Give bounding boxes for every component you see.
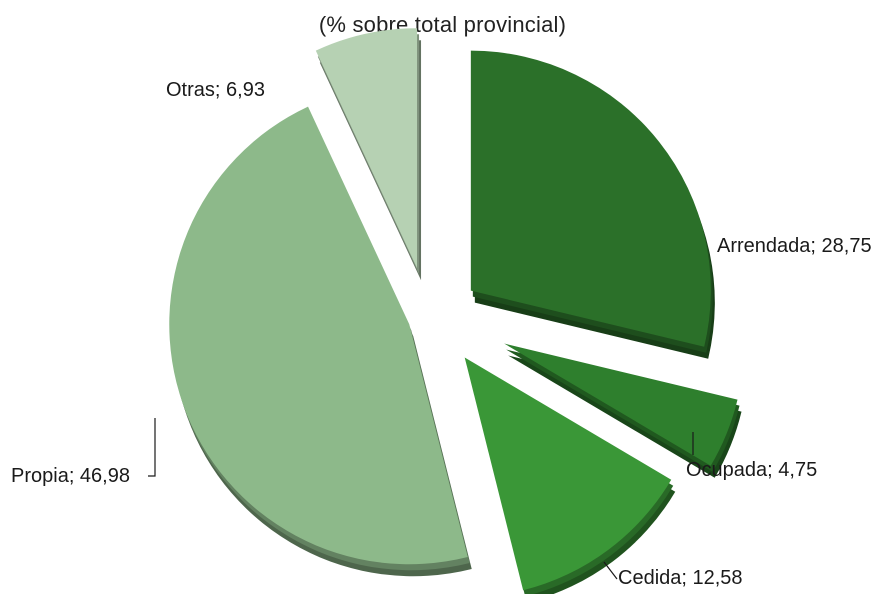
pie-slice-face-propia bbox=[169, 106, 468, 565]
slice-label-otras: Otras; 6,93 bbox=[166, 79, 265, 101]
pie-slice-face-otras bbox=[315, 28, 418, 269]
pie-slice-cedida bbox=[464, 357, 676, 594]
pie-slice-propia bbox=[169, 106, 472, 577]
pie-slice-face-arrendada bbox=[470, 50, 711, 347]
slice-label-cedida: Cedida; 12,58 bbox=[618, 567, 743, 589]
pie-slice-otras bbox=[315, 28, 422, 281]
pie-slice-ocupada bbox=[504, 343, 742, 478]
slice-label-arrendada: Arrendada; 28,75 bbox=[717, 235, 872, 257]
slice-labels: Arrendada; 28,75 Ocupada; 4,75 Cedida; 12,… bbox=[11, 79, 872, 589]
chart-title: (% sobre total provincial) bbox=[318, 12, 567, 37]
leader-line-cedida bbox=[603, 561, 618, 580]
pie-slices bbox=[169, 28, 742, 594]
slice-label-ocupada: Ocupada; 4,75 bbox=[686, 459, 817, 481]
slice-label-propia: Propia; 46,98 bbox=[11, 465, 130, 487]
pie-slice-face-ocupada bbox=[504, 343, 738, 466]
pie-slice-face-cedida bbox=[464, 357, 672, 591]
pie-slice-arrendada bbox=[470, 50, 715, 359]
leader-lines bbox=[148, 418, 694, 580]
leader-line-propia bbox=[148, 418, 156, 477]
